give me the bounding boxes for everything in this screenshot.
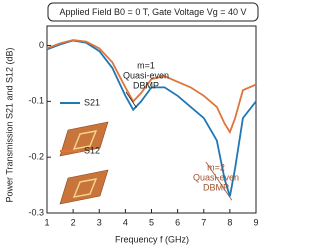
x-tick-label: 2	[71, 217, 76, 227]
x-tick-label: 1	[44, 217, 49, 227]
x-tick-label: 7	[201, 217, 206, 227]
x-tick-label: 5	[149, 217, 154, 227]
y-tick-label: 0	[39, 40, 44, 50]
x-tick-label: 6	[175, 217, 180, 227]
x-tick-label: 8	[227, 217, 232, 227]
device-icon	[59, 121, 109, 205]
x-tick-label: 4	[123, 217, 128, 227]
y-axis-label: Power Transmission S21 and S12 (dB)	[4, 47, 14, 202]
title-box	[47, 2, 259, 22]
annotation-arrow	[205, 161, 233, 201]
legend-label: S12	[84, 145, 100, 155]
annotation: m=1	[137, 60, 155, 70]
x-tick-label: 9	[253, 217, 258, 227]
annotation: Quasi-even	[123, 70, 169, 80]
annotation: DBMP	[203, 182, 229, 192]
y-tick-label: -0.1	[28, 96, 44, 106]
legend-label: S21	[84, 97, 100, 107]
x-tick-label: 3	[97, 217, 102, 227]
y-tick-label: -0.3	[28, 207, 44, 217]
y-tick-label: -0.2	[28, 152, 44, 162]
annotation-arrow	[125, 91, 137, 108]
chart: Applied Field B0 = 0 T, Gate Voltage Vg …	[4, 2, 259, 244]
x-axis-label: Frequency f (GHz)	[115, 234, 189, 244]
series-line	[46, 39, 257, 197]
annotation: m=2	[207, 162, 225, 172]
series-line	[46, 39, 257, 135]
annotation: DBMP	[133, 80, 159, 90]
chart-title: Applied Field B0 = 0 T, Gate Voltage Vg …	[60, 7, 247, 17]
